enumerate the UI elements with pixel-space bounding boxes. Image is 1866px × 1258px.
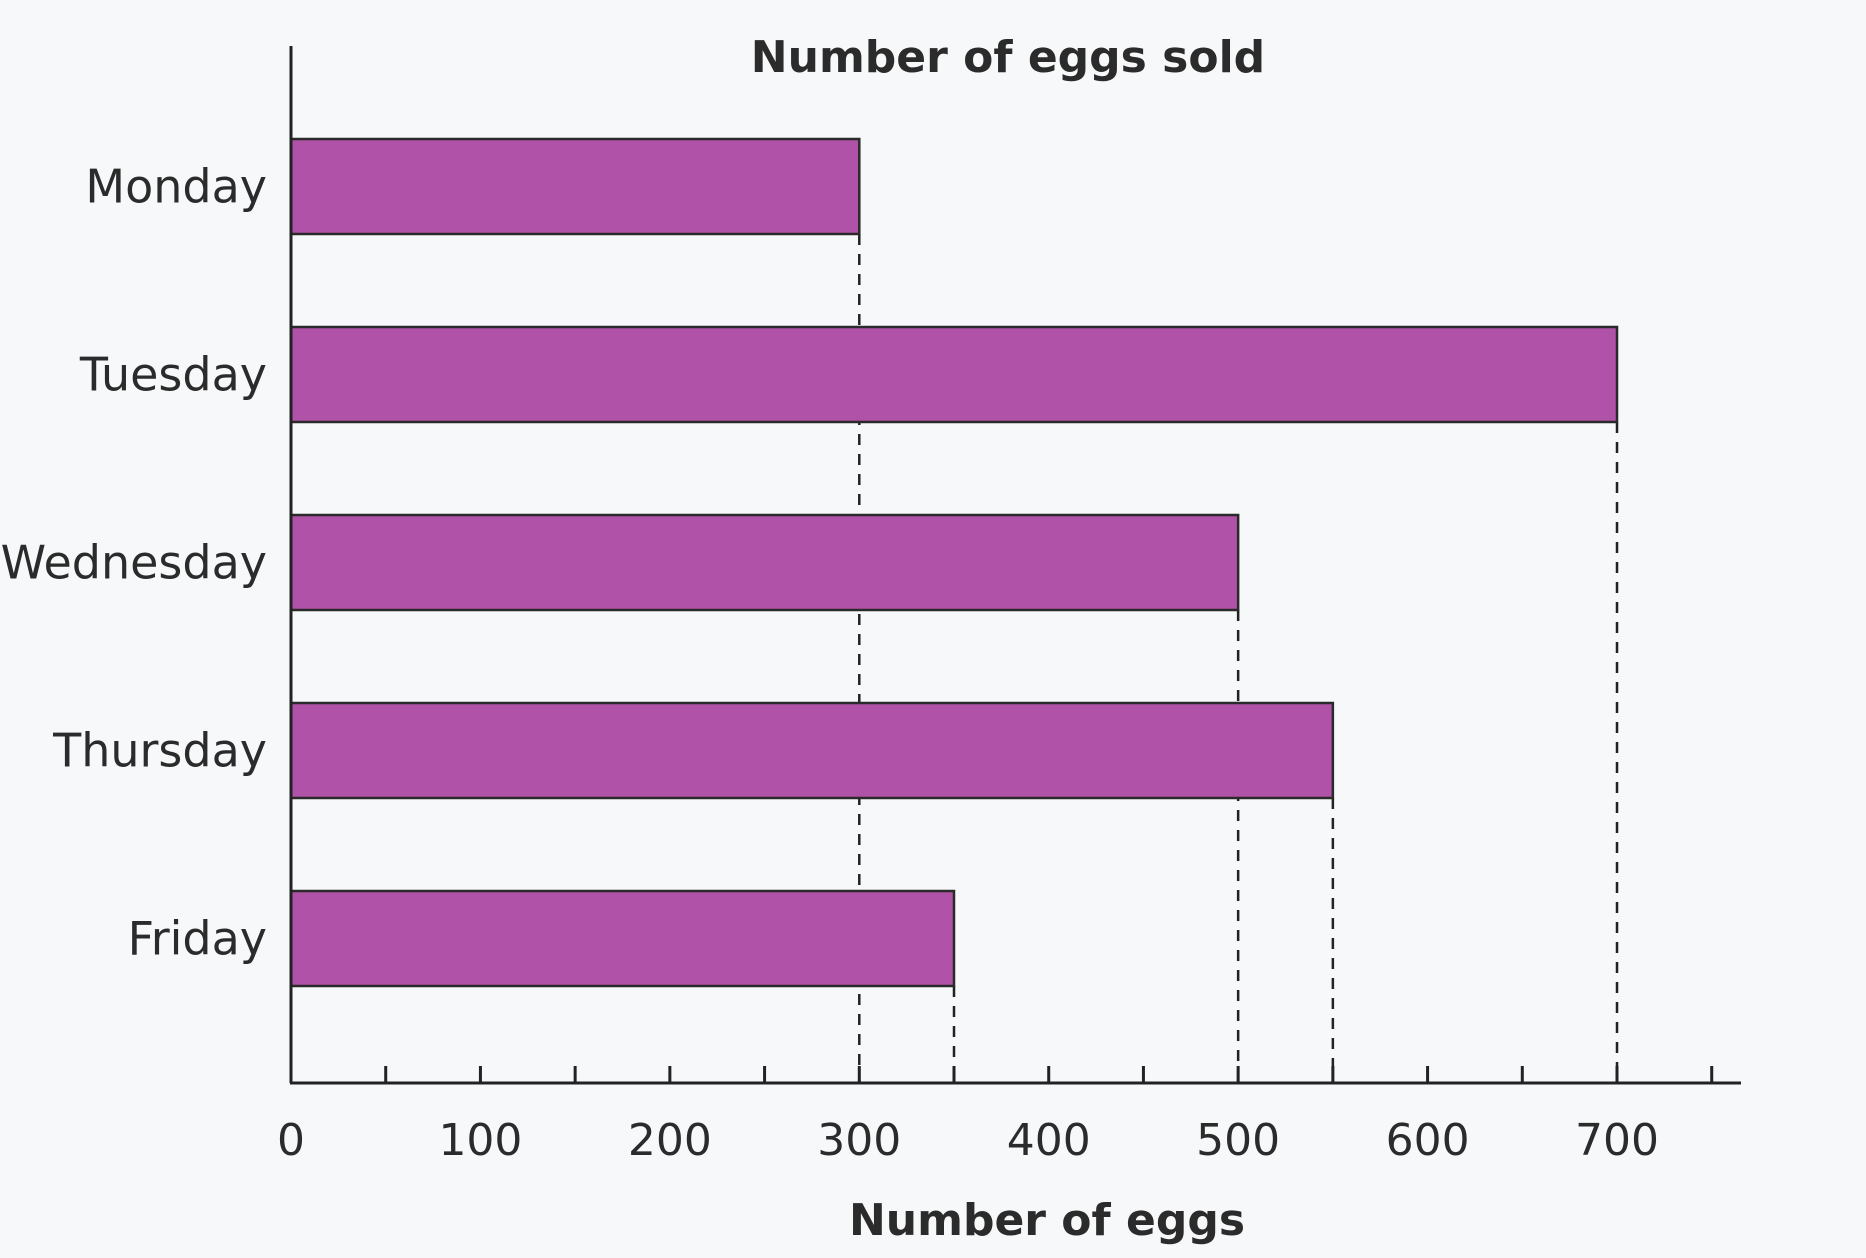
x-tick-label: 0 [277, 1115, 305, 1166]
bar-tuesday [289, 325, 1619, 424]
x-tick-label: 700 [1575, 1115, 1659, 1166]
bar-thursday [289, 701, 1335, 800]
bar-wednesday [289, 513, 1240, 612]
x-axis-tick-labels: 0 100 200 300 400 500 600 700 [277, 1115, 1659, 1166]
bar-monday [289, 137, 861, 236]
category-label-wednesday: Wednesday [1, 536, 267, 590]
bars [289, 137, 1619, 988]
category-label-friday: Friday [128, 912, 267, 966]
category-label-tuesday: Tuesday [79, 348, 267, 402]
bar-friday [289, 889, 956, 988]
x-tick-label: 200 [628, 1115, 712, 1166]
category-labels: Monday Tuesday Wednesday Thursday Friday [1, 160, 267, 966]
chart-title: Number of eggs sold [751, 32, 1265, 83]
category-label-thursday: Thursday [52, 724, 267, 778]
x-tick-label: 100 [438, 1115, 522, 1166]
x-tick-label: 600 [1386, 1115, 1470, 1166]
category-label-monday: Monday [85, 160, 267, 214]
x-tick-label: 300 [817, 1115, 901, 1166]
x-axis-ticks [384, 1066, 1714, 1083]
x-tick-label: 400 [1007, 1115, 1091, 1166]
x-tick-label: 500 [1196, 1115, 1280, 1166]
x-axis-label: Number of eggs [849, 1195, 1245, 1246]
